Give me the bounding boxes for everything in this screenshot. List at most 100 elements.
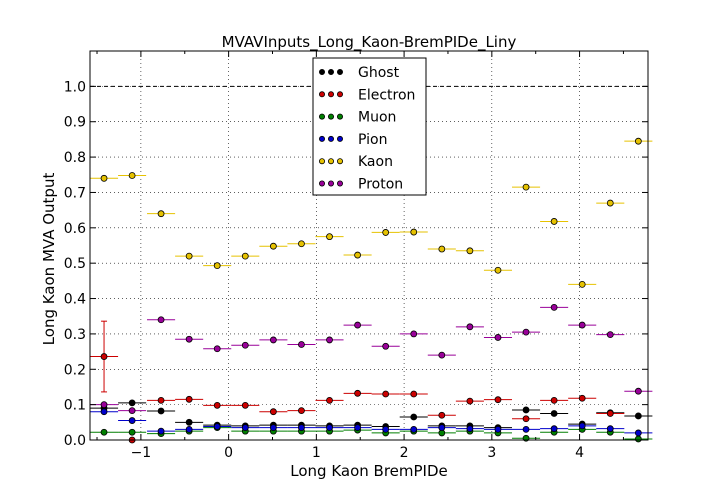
data-point [298, 341, 305, 348]
y-tick-label: 0.6 [64, 221, 86, 237]
y-tick-label: 0.3 [64, 327, 86, 343]
data-point [606, 199, 614, 207]
data-point [578, 422, 586, 430]
data-point [298, 424, 305, 432]
data-point [185, 335, 193, 343]
data-point [354, 321, 361, 329]
legend-marker [336, 158, 343, 165]
y-tick-label: 0.9 [64, 115, 86, 131]
data-point [298, 240, 305, 248]
data-point [213, 423, 221, 430]
series-proton [90, 303, 653, 415]
data-point [466, 397, 474, 405]
data-point [466, 425, 474, 433]
data-point [606, 410, 614, 417]
legend-entry: Kaon [318, 154, 393, 170]
data-point [550, 303, 558, 311]
data-point [410, 425, 418, 433]
legend-entry: Muon [318, 110, 396, 126]
legend-marker [336, 113, 343, 120]
chart-title: MVAVInputs_Long_Kaon-BremPIDe_Liny [222, 33, 517, 52]
data-point [494, 396, 502, 404]
data-point [578, 321, 586, 329]
data-point [466, 323, 474, 331]
y-tick-label: 0.0 [64, 433, 86, 449]
data-point [185, 395, 193, 403]
data-point [185, 418, 193, 426]
x-tick-label: 2 [400, 445, 409, 461]
y-axis-label: Long Kaon MVA Output [40, 173, 58, 346]
legend-entry: Electron [318, 87, 415, 103]
data-point [466, 247, 474, 255]
data-point [634, 435, 642, 443]
y-tick-label: 0.4 [64, 292, 86, 308]
legend-label: Ghost [358, 65, 400, 81]
legend-box [312, 57, 427, 196]
x-tick-label: 1 [312, 445, 321, 461]
y-tick-label: 0.2 [64, 362, 86, 378]
y-tick-label: 0.5 [64, 256, 86, 272]
data-point [128, 417, 136, 424]
data-point [410, 390, 418, 398]
data-point [185, 252, 193, 260]
data-point [634, 137, 642, 145]
data-point [606, 425, 614, 433]
data-point [326, 424, 333, 432]
data-point [606, 331, 614, 339]
data-point [438, 245, 446, 253]
data-point [438, 351, 446, 359]
data-point [326, 336, 333, 344]
data-point [550, 425, 558, 433]
data-point [128, 428, 136, 436]
data-point [522, 328, 530, 336]
data-point [269, 242, 277, 250]
legend-marker [318, 113, 325, 120]
data-point [438, 424, 446, 432]
legend-entry: Proton [318, 177, 403, 193]
data-point [382, 390, 390, 398]
legend-entry: Ghost [318, 65, 400, 81]
data-point [634, 387, 642, 395]
data-point [550, 396, 558, 404]
x-tick-label: 3 [487, 445, 496, 461]
data-point [382, 425, 390, 433]
legend-marker [327, 113, 334, 120]
data-point [578, 280, 586, 288]
data-point [354, 389, 361, 397]
data-point [100, 353, 108, 360]
legend-label: Muon [358, 110, 396, 126]
legend-entry: Pion [318, 132, 387, 148]
data-point [157, 210, 165, 218]
legend-marker [318, 91, 325, 98]
data-point [269, 408, 277, 416]
y-tick-label: 0.1 [64, 398, 86, 414]
legend-marker [318, 158, 325, 165]
data-point [213, 345, 221, 353]
data-point [269, 336, 277, 344]
series-kaon [90, 137, 653, 288]
data-point [438, 411, 446, 419]
data-point [298, 407, 305, 415]
data-point [326, 233, 333, 241]
data-point [522, 406, 530, 414]
data-point [382, 342, 390, 350]
data-point [634, 429, 642, 437]
data-point [100, 428, 108, 436]
plot-frame [89, 50, 649, 441]
legend-marker [318, 135, 325, 142]
data-point [128, 399, 136, 407]
data-point [326, 396, 333, 404]
data-point [494, 334, 502, 341]
legend-marker [336, 135, 343, 142]
data-point [382, 229, 390, 236]
x-tick-label: 0 [224, 445, 233, 461]
data-point [410, 228, 418, 236]
data-point [522, 183, 530, 191]
legend-marker [336, 180, 343, 187]
legend-marker [327, 91, 334, 98]
legend-marker [327, 158, 334, 165]
data-point [578, 394, 586, 402]
legend-marker [327, 135, 334, 142]
data-point [410, 413, 418, 421]
legend-marker [318, 69, 325, 76]
